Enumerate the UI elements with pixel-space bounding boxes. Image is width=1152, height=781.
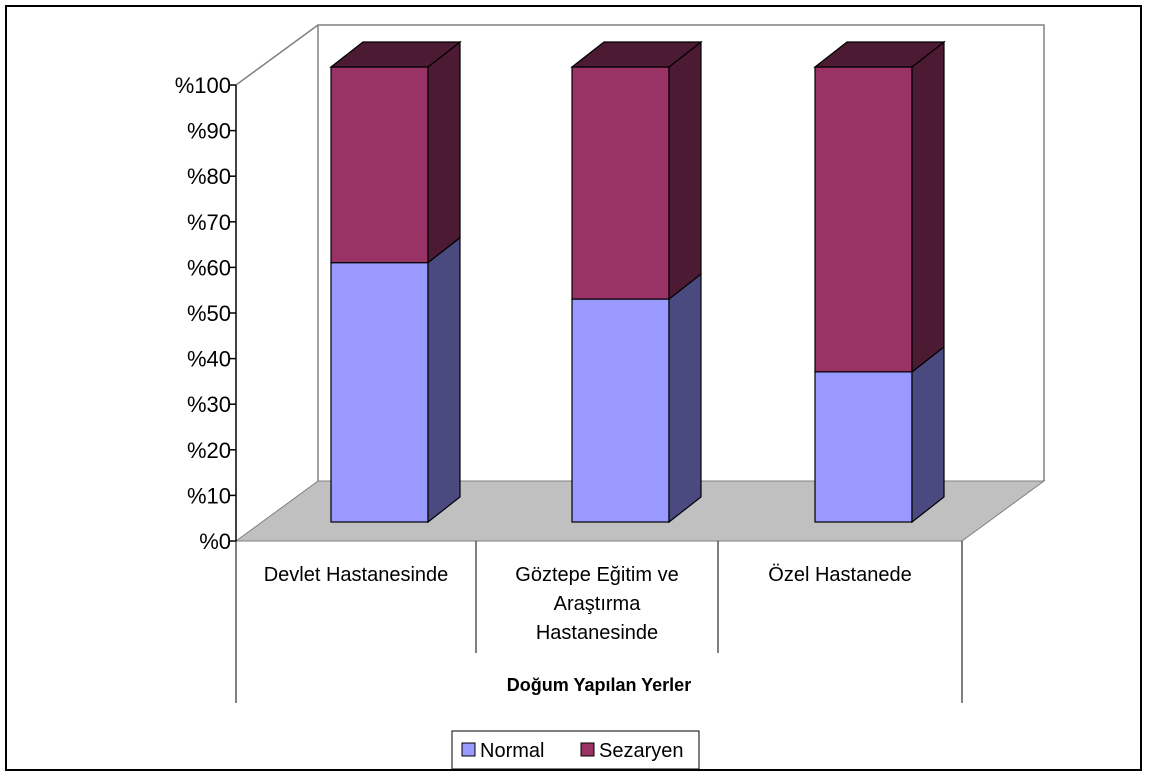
y-tick-label: %70: [187, 210, 231, 235]
y-tick-label: %40: [187, 347, 231, 372]
y-tick-label: %20: [187, 438, 231, 463]
bar-side-normal-3: [911, 345, 945, 524]
back-wall: [317, 24, 1045, 481]
y-tick-label: %50: [187, 301, 231, 326]
legend-swatch-sezaryen: [580, 742, 595, 757]
bar-top-2: [570, 41, 703, 68]
bar-top-3: [813, 41, 946, 68]
bar-sezaryen-2: [571, 66, 670, 300]
bar-normal-1: [330, 262, 429, 523]
x-category-label: Devlet Hastanesinde: [264, 564, 449, 586]
x-category-label: Göztepe Eğitim ve: [515, 564, 678, 586]
side-wall-top-edge: [235, 24, 319, 86]
x-category-label: Hastanesinde: [536, 622, 658, 644]
legend-swatch-normal: [461, 742, 476, 757]
x-category-label: Araştırma: [554, 593, 642, 615]
bar-side-sezaryen-1: [427, 40, 461, 264]
bar-normal-2: [571, 298, 670, 523]
bar-side-normal-1: [427, 236, 461, 524]
bar-side-sezaryen-2: [668, 40, 702, 301]
legend-box: [451, 730, 700, 770]
legend-label-normal: Normal: [480, 740, 544, 762]
legend-label-sezaryen: Sezaryen: [599, 740, 684, 762]
y-tick-label: %90: [187, 119, 231, 144]
bar-sezaryen-3: [814, 66, 913, 373]
y-tick-label: %30: [187, 392, 231, 417]
y-tick-label: %60: [187, 255, 231, 280]
bar-top-1: [329, 41, 462, 68]
y-tick-label: %100: [175, 73, 231, 98]
bar-normal-3: [814, 371, 913, 523]
x-axis-title: Doğum Yapılan Yerler: [507, 675, 691, 695]
y-tick-label: %80: [187, 164, 231, 189]
y-tick-label: %0: [199, 529, 231, 554]
bar-side-sezaryen-3: [911, 40, 945, 374]
x-category-label: Özel Hastanede: [768, 564, 911, 586]
bar-sezaryen-1: [330, 66, 429, 264]
y-tick-label: %10: [187, 483, 231, 508]
bar-side-normal-2: [668, 272, 702, 524]
